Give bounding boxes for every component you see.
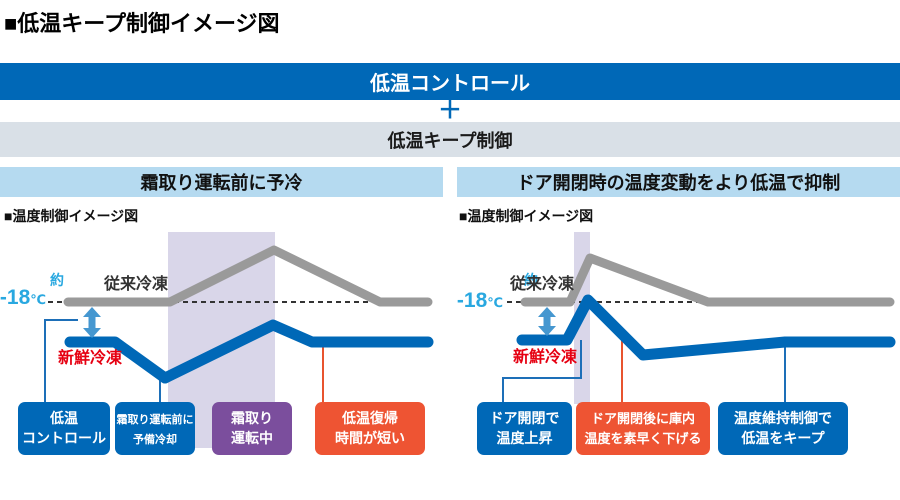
- section-header-precool: 霜取り運転前に予冷: [0, 167, 443, 197]
- conventional-freezing-label: 従来冷凍: [103, 274, 168, 293]
- minus18-label: -18℃: [0, 286, 46, 309]
- keep-banner-label: 低温キープ制御: [387, 130, 513, 151]
- callout-box-label: 霜取り運転前に予備冷却: [116, 412, 194, 446]
- conventional-freezing-line: [63, 245, 433, 307]
- leader-line: [502, 340, 582, 406]
- callout-box-label: 低温復帰時間が短い: [335, 410, 405, 446]
- keep-banner: 低温キープ制御: [0, 122, 900, 157]
- chart-caption-left: ■温度制御イメージ図: [4, 208, 139, 224]
- section-header-door-label: ドア開閉時の温度変動をより低温で抑制: [516, 173, 841, 193]
- control-banner-label: 低温コントロール: [370, 73, 530, 95]
- fresh-freezing-line: [64, 319, 434, 384]
- conventional-freezing-label: 従来冷凍: [509, 274, 574, 293]
- leader-line: [44, 319, 78, 406]
- callout-box: [576, 402, 710, 455]
- minus18-label: -18℃: [457, 289, 503, 312]
- callout-box-label: 低温コントロール: [22, 410, 106, 446]
- fresh-freezing-line: [516, 294, 896, 361]
- callout-box-label: ドア開閉で温度上昇: [490, 410, 560, 446]
- approx-label: 約: [50, 272, 64, 288]
- callout-box: [718, 402, 848, 455]
- fresh-freezing-label: 新鮮冷凍: [513, 347, 577, 366]
- callout-box-label: 温度維持制御で低温をキープ: [734, 410, 832, 446]
- callout-box: [212, 402, 292, 455]
- fresh-freezing-label: 新鮮冷凍: [58, 348, 122, 367]
- temperature-chart-right: 約 -18℃ 従来冷凍新鮮冷凍ドア開閉で温度上昇ドア開閉後に庫内温度を素早く下げる温…: [457, 232, 896, 455]
- callout-box-label: 霜取り運転中: [230, 410, 273, 446]
- temp-gap-arrow-icon: [538, 307, 556, 336]
- control-banner: 低温コントロール: [0, 63, 900, 100]
- callout-box-label: ドア開閉後に庫内温度を素早く下げる: [584, 411, 701, 446]
- conventional-freezing-line: [520, 253, 895, 307]
- page-title: ■低温キープ制御イメージ図: [4, 11, 280, 36]
- plus-sign: ＋: [438, 97, 462, 124]
- temp-gap-arrow-icon: [83, 307, 101, 338]
- callout-box: [115, 402, 195, 455]
- callout-box: [477, 402, 572, 455]
- approx-label: 約: [524, 272, 538, 288]
- callout-box: [18, 402, 110, 455]
- section-header-precool-label: 霜取り運転前に予冷: [140, 173, 303, 193]
- callout-box: [315, 402, 425, 455]
- section-header-door: ドア開閉時の温度変動をより低温で抑制: [457, 167, 900, 197]
- chart-caption-right: ■温度制御イメージ図: [459, 208, 594, 224]
